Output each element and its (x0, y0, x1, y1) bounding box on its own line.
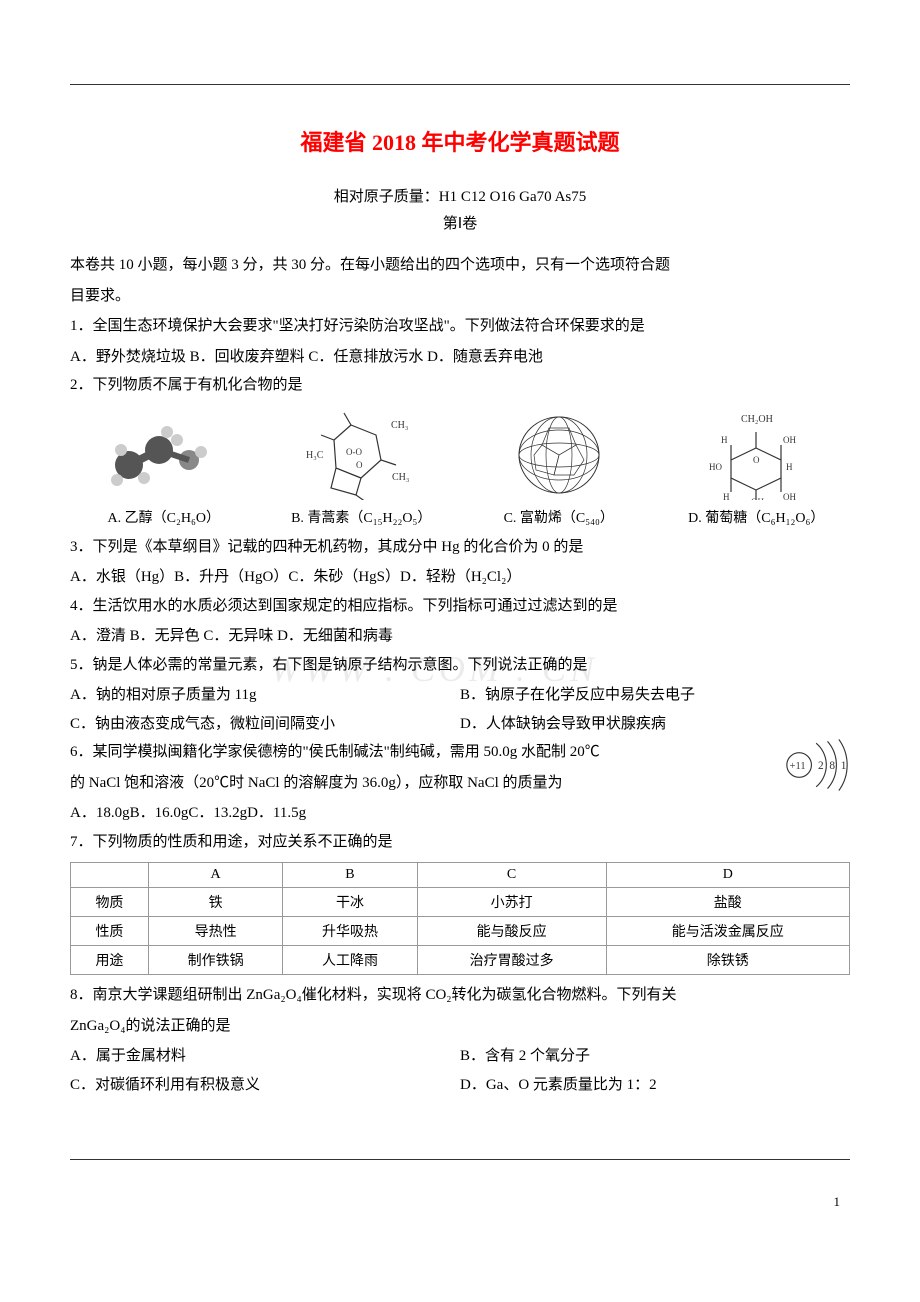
q8-line-2: ZnGa₂O₄的说法正确的是 (70, 1012, 850, 1041)
section-1-label: 第Ⅰ卷 (70, 212, 850, 233)
top-rule (70, 84, 850, 85)
q7-r2c4: 除铁锈 (606, 946, 849, 975)
q6-line-2: 的 NaCl 饱和溶液（20℃时 NaCl 的溶解度为 36.0g），应称取 N… (70, 769, 850, 798)
q2-opt-a-caption: A. 乙醇（C₂H₆O） (70, 507, 258, 527)
q2-opt-a: A. 乙醇（C₂H₆O） (70, 408, 258, 527)
q5-opt-b: B．钠原子在化学反应中易失去电子 (460, 681, 850, 710)
q7-stem: 7．下列物质的性质和用途，对应关系不正确的是 (70, 828, 850, 857)
sodium-atom-diagram: +11 2 8 1 (784, 730, 854, 800)
q4-options: A．澄清 B．无异色 C．无异味 D．无细菌和病毒 (70, 622, 850, 651)
bottom-rule (70, 1159, 850, 1160)
q6-options: A．18.0gB．16.0gC．13.2gD．11.5g (70, 799, 850, 828)
svg-text:CH₃: CH₃ (392, 472, 409, 483)
q7-r0c3: 小苏打 (417, 888, 606, 917)
q8-opt-b: B．含有 2 个氧分子 (460, 1042, 850, 1071)
q7-h0 (71, 863, 149, 888)
q5-opt-c: C．钠由液态变成气态，微粒间间隔变小 (70, 710, 460, 739)
q7-r0c4: 盐酸 (606, 888, 849, 917)
table-row: 用途 制作铁锅 人工降雨 治疗胃酸过多 除铁锈 (71, 946, 850, 975)
q7-r0c1: 铁 (148, 888, 282, 917)
q7-table: A B C D 物质 铁 干冰 小苏打 盐酸 性质 导热性 升华吸热 能与酸反应… (70, 862, 850, 975)
q7-h2: B (283, 863, 417, 888)
svg-text:H: H (721, 435, 728, 445)
q2-opt-c: C. 富勒烯（C₅₄₀） (465, 408, 653, 527)
q8-opt-c: C．对碳循环利用有积极意义 (70, 1071, 460, 1100)
q7-h1: A (148, 863, 282, 888)
q2-opt-d-caption: D. 葡萄糖（C₆H₁₂O₆） (663, 507, 851, 527)
svg-text:2: 2 (818, 760, 824, 772)
atomic-mass-line: 相对原子质量：H1 C12 O16 Ga70 As75 (70, 185, 850, 206)
q2-options-row: A. 乙醇（C₂H₆O） CH₃ H₃C O-O O CH₃ B. 青蒿素（C₁… (70, 408, 850, 527)
table-row: 性质 导热性 升华吸热 能与酸反应 能与活泼金属反应 (71, 917, 850, 946)
artemisinin-structure-icon: CH₃ H₃C O-O O CH₃ (268, 408, 456, 503)
q7-r2c2: 人工降雨 (283, 946, 417, 975)
ethanol-molecule-icon (70, 408, 258, 503)
q7-r2c3: 治疗胃酸过多 (417, 946, 606, 975)
svg-text:O-O: O-O (346, 447, 362, 457)
svg-text:H: H (723, 492, 730, 500)
q8-options: A．属于金属材料 B．含有 2 个氧分子 C．对碳循环利用有积极意义 D．Ga、… (70, 1042, 850, 1099)
q8-opt-d: D．Ga、O 元素质量比为 1：2 (460, 1071, 850, 1100)
svg-text:OH: OH (751, 497, 764, 500)
q7-r1c2: 升华吸热 (283, 917, 417, 946)
q7-r1c3: 能与酸反应 (417, 917, 606, 946)
svg-text:O: O (753, 455, 760, 465)
q7-h3: C (417, 863, 606, 888)
instructions-line-1: 本卷共 10 小题，每小题 3 分，共 30 分。在每小题给出的四个选项中，只有… (70, 251, 850, 280)
q2-stem: 2．下列物质不属于有机化合物的是 (70, 371, 850, 400)
svg-text:CH₂OH: CH₂OH (741, 414, 773, 425)
q7-r1c4: 能与活泼金属反应 (606, 917, 849, 946)
svg-text:OH: OH (783, 492, 796, 500)
svg-text:8: 8 (829, 760, 835, 772)
fullerene-icon (465, 408, 653, 503)
svg-text:OH: OH (783, 435, 796, 445)
page-number: 1 (834, 1194, 841, 1210)
exam-title: 福建省 2018 年中考化学真题试题 (70, 125, 850, 157)
glucose-structure-icon: CH₂OH H OH HO H H OH OH O (663, 408, 851, 503)
instructions-line-2: 目要求。 (70, 282, 850, 311)
q7-r1c0: 性质 (71, 917, 149, 946)
q5-opt-a: A．钠的相对原子质量为 11g (70, 681, 460, 710)
q3-stem: 3．下列是《本草纲目》记载的四种无机药物，其成分中 Hg 的化合价为 0 的是 (70, 533, 850, 562)
svg-text:H: H (786, 462, 793, 472)
q1-options: A．野外焚烧垃圾 B．回收废弃塑料 C．任意排放污水 D．随意丢弃电池 (70, 343, 850, 372)
q7-r0c2: 干冰 (283, 888, 417, 917)
atom-nucleus-label: +11 (790, 761, 806, 772)
q7-r2c0: 用途 (71, 946, 149, 975)
table-row: 物质 铁 干冰 小苏打 盐酸 (71, 888, 850, 917)
q5-stem: 5．钠是人体必需的常量元素，右下图是钠原子结构示意图。下列说法正确的是 (70, 651, 850, 680)
q2-opt-b: CH₃ H₃C O-O O CH₃ B. 青蒿素（C₁₅H₂₂O₅） (268, 408, 456, 527)
q5-options: A．钠的相对原子质量为 11g B．钠原子在化学反应中易失去电子 C．钠由液态变… (70, 681, 850, 738)
svg-text:HO: HO (709, 462, 722, 472)
svg-text:O: O (356, 460, 363, 470)
q2-opt-c-caption: C. 富勒烯（C₅₄₀） (465, 507, 653, 527)
table-row: A B C D (71, 863, 850, 888)
q3-options: A．水银（Hg）B．升丹（HgO）C．朱砂（HgS）D．轻粉（H₂Cl₂） (70, 563, 850, 592)
q8-opt-a: A．属于金属材料 (70, 1042, 460, 1071)
q6-line-1: 6．某同学模拟闽籍化学家侯德榜的"侯氏制碱法"制纯碱，需用 50.0g 水配制 … (70, 738, 850, 767)
svg-text:H₃C: H₃C (306, 450, 324, 461)
svg-text:CH₃: CH₃ (391, 420, 408, 431)
q7-r2c1: 制作铁锅 (148, 946, 282, 975)
q7-r0c0: 物质 (71, 888, 149, 917)
q2-opt-b-caption: B. 青蒿素（C₁₅H₂₂O₅） (268, 507, 456, 527)
svg-text:1: 1 (841, 760, 847, 772)
q7-r1c1: 导热性 (148, 917, 282, 946)
q1-stem: 1．全国生态环境保护大会要求"坚决打好污染防治攻坚战"。下列做法符合环保要求的是 (70, 312, 850, 341)
q7-h4: D (606, 863, 849, 888)
q2-opt-d: CH₂OH H OH HO H H OH OH O D. 葡萄糖（C₆H₁₂O₆… (663, 408, 851, 527)
q8-line-1: 8．南京大学课题组研制出 ZnGa₂O₄催化材料，实现将 CO₂转化为碳氢化合物… (70, 981, 850, 1010)
q4-stem: 4．生活饮用水的水质必须达到国家规定的相应指标。下列指标可通过过滤达到的是 (70, 592, 850, 621)
